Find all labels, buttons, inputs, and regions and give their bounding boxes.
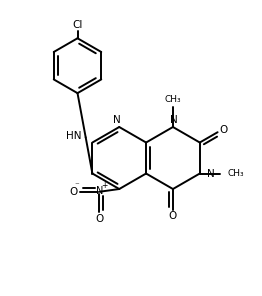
Text: ⁻: ⁻ bbox=[74, 181, 79, 190]
Text: O: O bbox=[169, 211, 177, 221]
Text: O: O bbox=[69, 187, 78, 197]
Text: CH₃: CH₃ bbox=[165, 95, 181, 104]
Text: N: N bbox=[113, 115, 121, 125]
Text: HN: HN bbox=[67, 131, 82, 141]
Text: O: O bbox=[95, 214, 103, 224]
Text: O: O bbox=[220, 125, 228, 135]
Text: Cl: Cl bbox=[72, 20, 83, 30]
Text: N: N bbox=[170, 115, 178, 125]
Text: N: N bbox=[96, 186, 103, 196]
Text: N: N bbox=[208, 168, 215, 178]
Text: +: + bbox=[101, 181, 107, 190]
Text: CH₃: CH₃ bbox=[228, 169, 244, 178]
